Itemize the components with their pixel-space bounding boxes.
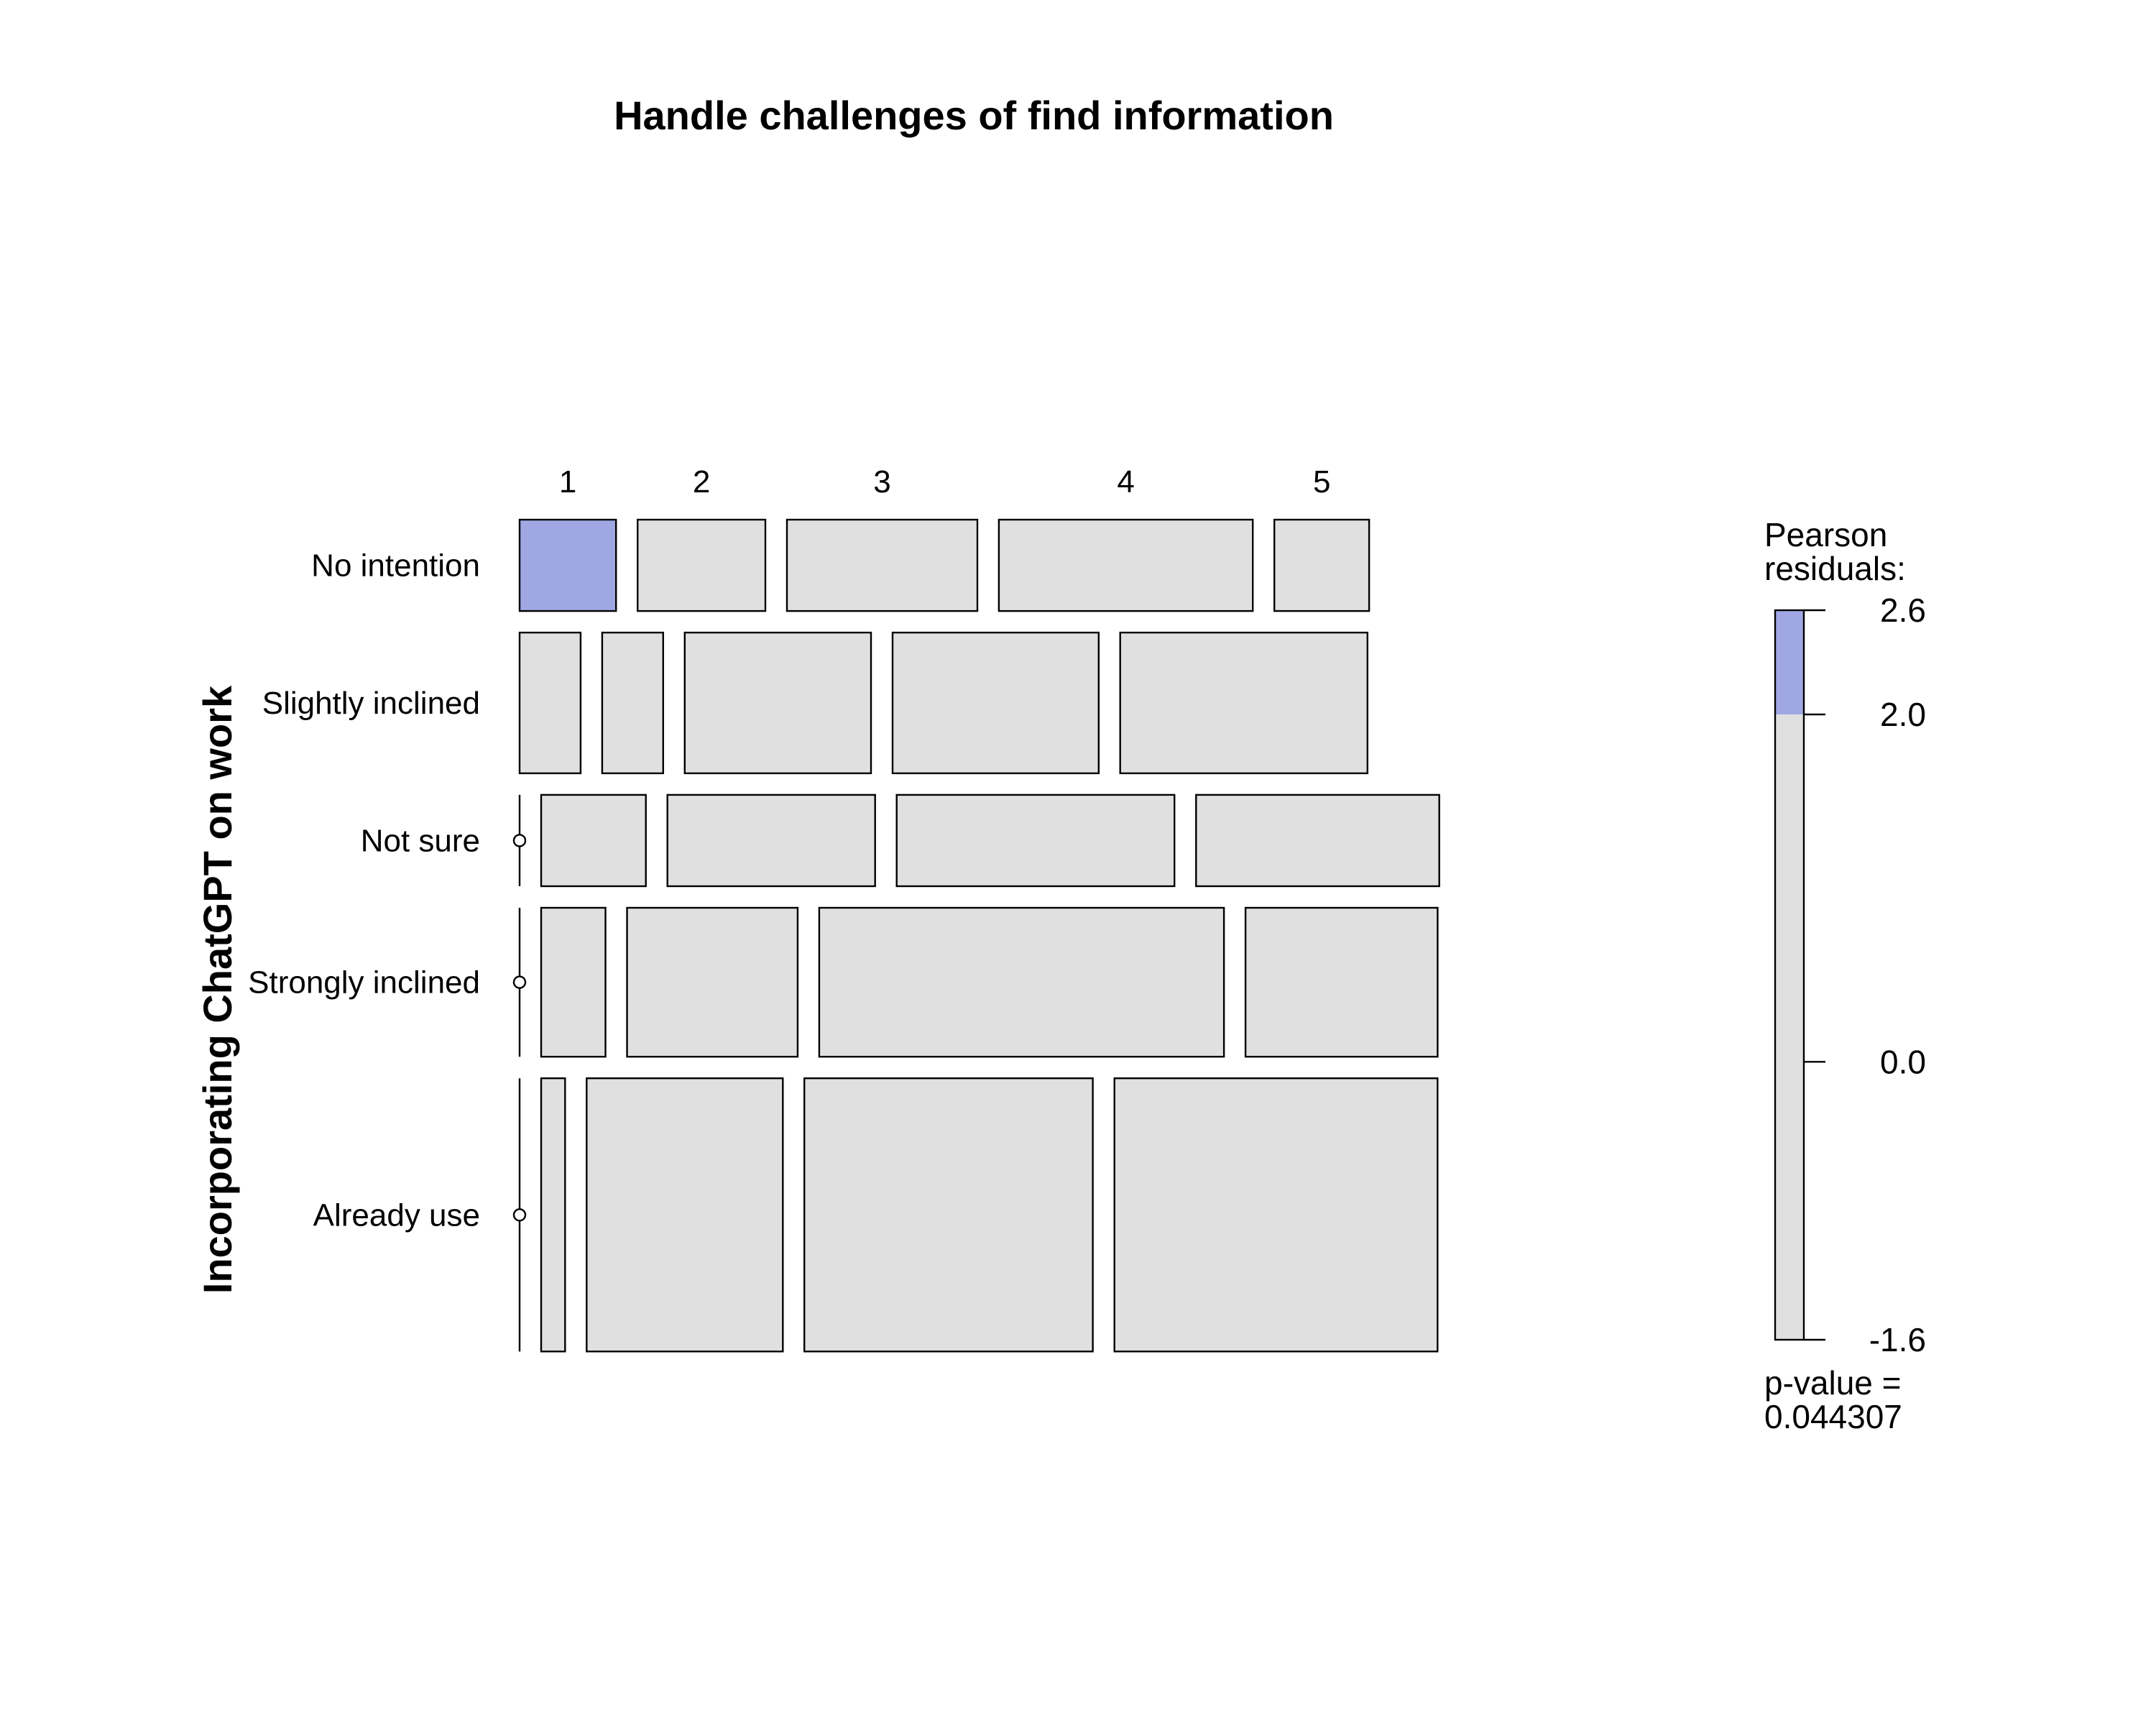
legend-ticks: 2.6 2.0 0.0 -1.6 [1804, 592, 1926, 1358]
column-label: 2 [693, 464, 710, 500]
column-label: 1 [559, 464, 576, 500]
mosaic-tile [540, 1077, 566, 1353]
mosaic-tile [666, 794, 876, 888]
mosaic-tile [601, 631, 665, 775]
mosaic-tile [540, 794, 647, 888]
mosaic-tile [818, 906, 1225, 1058]
mosaic-tile [683, 631, 872, 775]
mosaic-tile [518, 518, 617, 612]
row-label: Not sure [361, 823, 480, 858]
column-label: 5 [1313, 464, 1330, 500]
empty-cell-marker [512, 834, 527, 847]
chart-title: Handle challenges of find information [614, 93, 1334, 138]
column-labels: 1 2 3 4 5 [559, 464, 1331, 500]
mosaic-tile [1244, 906, 1439, 1058]
legend-tick-label: 2.0 [1880, 696, 1926, 733]
mosaic-tile [637, 518, 767, 612]
mosaic-tile [626, 906, 799, 1058]
p-value-label: p-value = [1764, 1364, 1902, 1402]
y-axis-title: Incorporating ChatGPT on work [195, 685, 240, 1294]
mosaic-tile [518, 631, 582, 775]
mosaic-tile [1195, 794, 1440, 888]
row-label: Slightly inclined [262, 686, 480, 721]
mosaic-tile [540, 906, 607, 1058]
p-value: 0.044307 [1764, 1398, 1902, 1435]
row-labels: No intention Slightly inclined Not sure Str… [248, 548, 480, 1233]
mosaic-tile [895, 794, 1176, 888]
legend-base-segment [1775, 610, 1804, 1340]
legend-title-line1: Pearson [1764, 516, 1887, 553]
column-label: 3 [873, 464, 890, 500]
legend-tick-label: -1.6 [1869, 1321, 1926, 1358]
row-label: Already use [313, 1197, 480, 1233]
legend-shaded-segment [1775, 610, 1804, 714]
legend-tick-label: 2.6 [1880, 592, 1926, 629]
empty-cell-marker [512, 975, 527, 989]
empty-cell-marker [512, 1208, 527, 1222]
row-label: Strongly inclined [248, 965, 480, 1000]
mosaic-tile [803, 1077, 1094, 1353]
legend-bar-border [1774, 609, 1805, 1341]
mosaic-tile [891, 631, 1100, 775]
legend-tick-label: 0.0 [1880, 1043, 1926, 1080]
mosaic-tile [1273, 518, 1370, 612]
legend-color-bar [1774, 609, 1805, 1341]
column-label: 4 [1117, 464, 1134, 500]
mosaic-tiles [512, 518, 1440, 1353]
row-label: No intention [311, 548, 480, 584]
mosaic-tile [1113, 1077, 1439, 1353]
mosaic-tile [586, 1077, 784, 1353]
mosaic-tile [1119, 631, 1368, 775]
residual-legend: Pearson residuals: 2.6 2.0 0.0 -1.6 p-value… [1764, 516, 1926, 1435]
legend-title-line2: residuals: [1764, 550, 1906, 587]
mosaic-tile [998, 518, 1254, 612]
mosaic-tile [786, 518, 979, 612]
